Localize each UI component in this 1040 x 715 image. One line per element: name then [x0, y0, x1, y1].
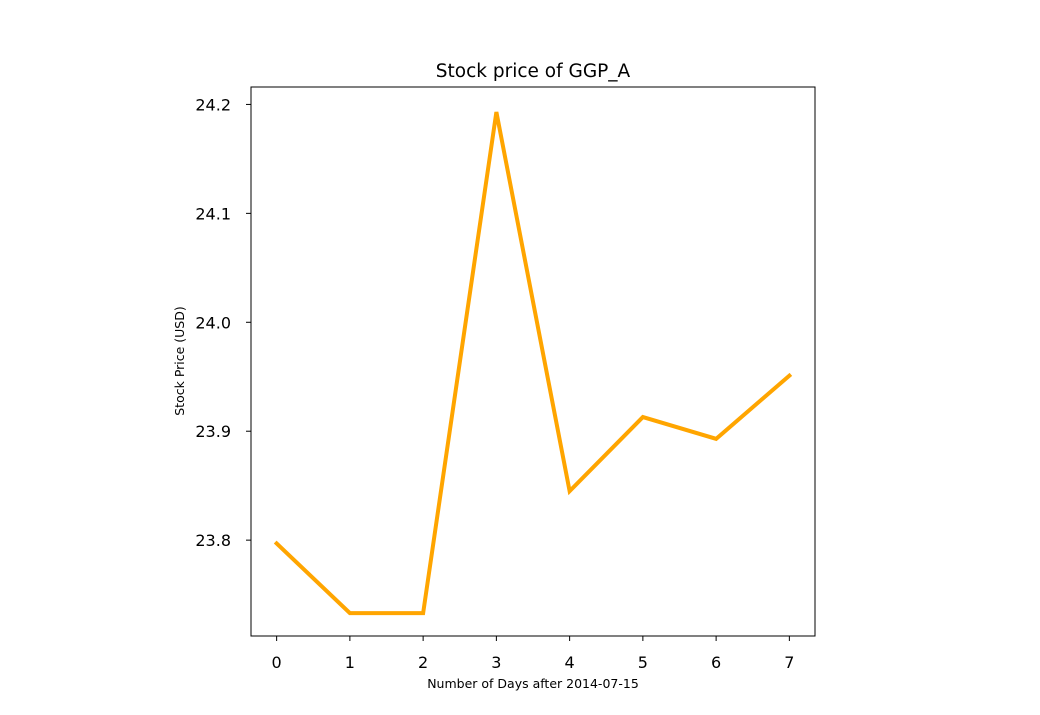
x-tick-label: 4	[565, 653, 575, 672]
x-tick-label: 7	[784, 653, 794, 672]
x-tick-label: 6	[711, 653, 721, 672]
y-axis: 23.8 23.9 24.0 24.1 24.2	[195, 95, 251, 550]
x-tick-label: 3	[491, 653, 501, 672]
plot-area-frame	[250, 86, 816, 637]
y-tick-label: 24.1	[195, 204, 231, 223]
series-layer	[273, 111, 793, 616]
x-axis-label: Number of Days after 2014-07-15	[427, 676, 639, 691]
x-axis: 0 1 2 3 4 5 6 7	[272, 636, 794, 672]
y-tick-label: 23.9	[195, 422, 231, 441]
x-tick-label: 0	[272, 653, 282, 672]
chart-title: Stock price of GGP_A	[436, 61, 631, 82]
y-tick-label: 24.2	[195, 95, 231, 114]
x-tick-label: 2	[418, 653, 428, 672]
price-series-line	[273, 111, 793, 616]
y-axis-label: Stock Price (USD)	[172, 306, 187, 416]
y-tick-label: 24.0	[195, 313, 231, 332]
y-tick-label: 23.8	[195, 531, 231, 550]
x-tick-label: 1	[345, 653, 355, 672]
x-tick-label: 5	[638, 653, 648, 672]
